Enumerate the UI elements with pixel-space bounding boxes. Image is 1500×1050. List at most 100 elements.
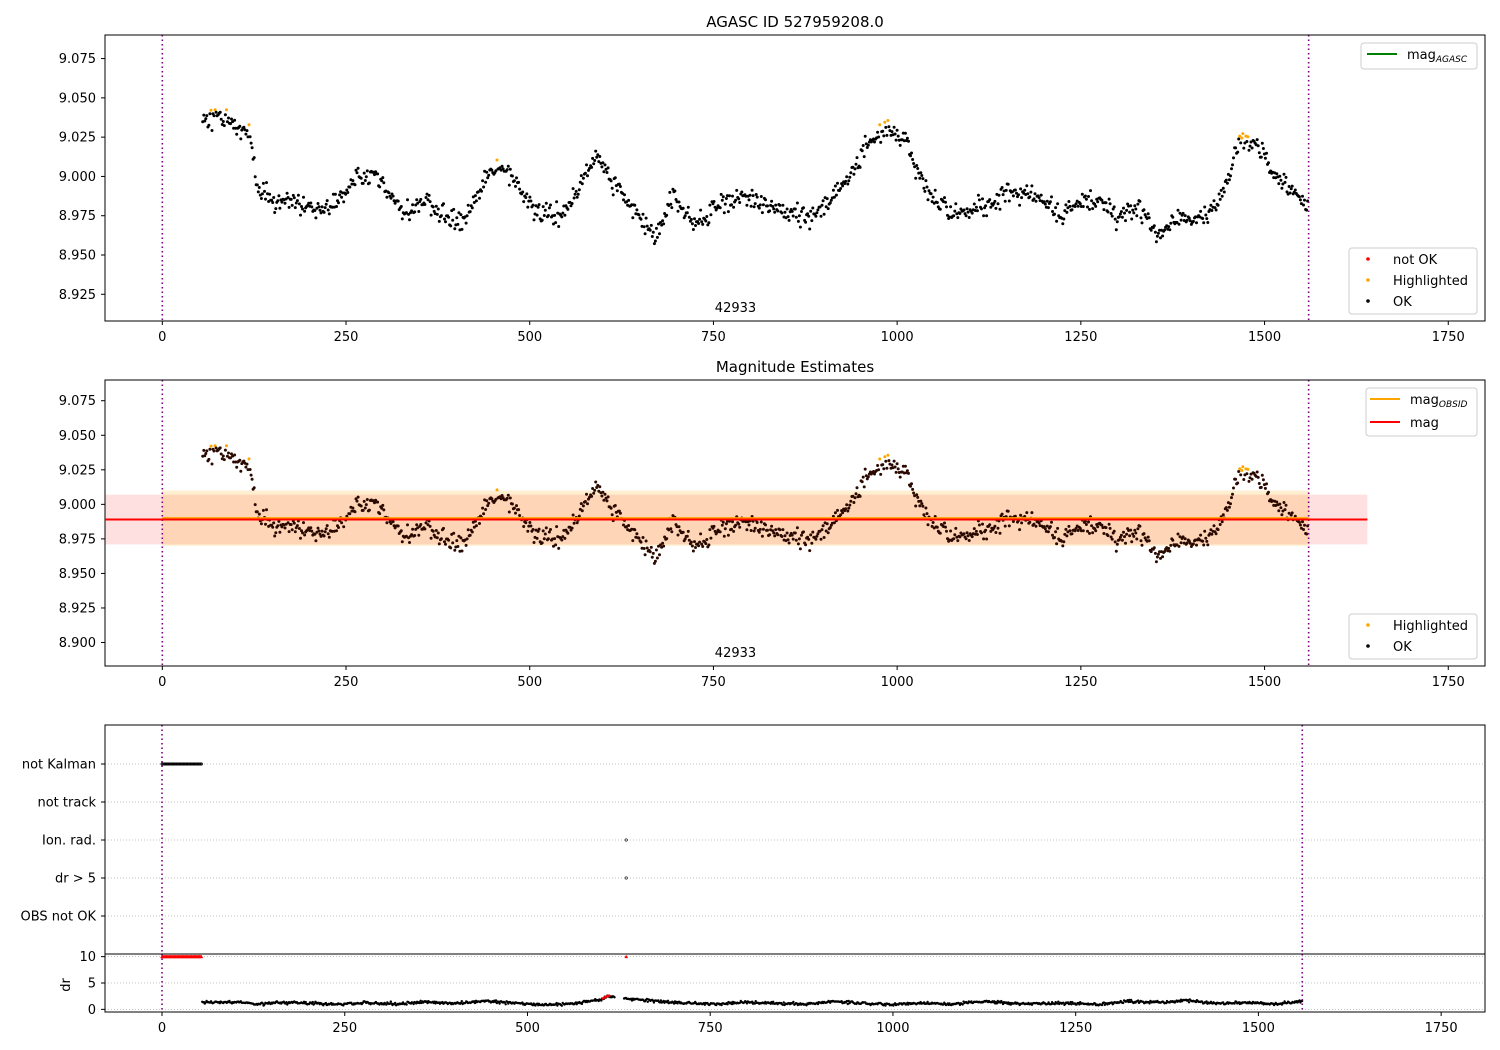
- ok-point: [1147, 539, 1151, 543]
- ok-point: [1140, 221, 1144, 225]
- ok-point: [472, 201, 476, 204]
- ok-point: [323, 530, 327, 534]
- dr-point: [772, 1000, 775, 1003]
- ok-point: [510, 502, 514, 506]
- ok-point: [1201, 539, 1205, 543]
- ok-point: [367, 181, 371, 185]
- ok-point: [884, 459, 888, 463]
- ok-point: [603, 492, 607, 496]
- ok-point: [1083, 194, 1087, 198]
- ok-point: [1256, 475, 1260, 479]
- ok-point: [847, 179, 851, 183]
- ok-point: [998, 531, 1002, 535]
- ok-point: [938, 531, 942, 535]
- ok-point: [381, 176, 385, 180]
- ok-point: [222, 124, 226, 128]
- ok-point: [555, 525, 559, 529]
- ok-point: [230, 117, 233, 121]
- ok-point: [396, 524, 400, 528]
- ok-point: [816, 208, 820, 212]
- ok-point: [639, 540, 643, 544]
- ok-point: [946, 213, 949, 217]
- ok-point: [1236, 481, 1240, 485]
- ok-point: [1199, 533, 1203, 537]
- ok-point: [342, 200, 346, 204]
- ok-point: [1046, 530, 1050, 534]
- ok-point: [309, 201, 313, 205]
- ok-point: [645, 224, 649, 228]
- ok-point: [1143, 213, 1147, 217]
- ok-point: [1020, 196, 1024, 200]
- ok-point: [1073, 205, 1077, 208]
- ok-point: [583, 500, 587, 503]
- ok-point: [776, 209, 780, 213]
- ok-point: [524, 521, 528, 525]
- y-tick-label: 9.000: [59, 498, 96, 513]
- ok-point: [290, 528, 294, 532]
- ok-point: [319, 211, 323, 215]
- ok-point: [749, 204, 753, 208]
- ok-point: [268, 192, 272, 196]
- ok-point: [535, 536, 539, 540]
- ok-point: [930, 524, 934, 528]
- ok-point: [225, 454, 229, 458]
- ok-point: [283, 201, 287, 205]
- ok-point: [465, 537, 469, 541]
- ok-point: [522, 200, 526, 204]
- ok-point: [1220, 520, 1224, 524]
- ok-point: [1109, 212, 1113, 215]
- ok-point: [907, 139, 910, 143]
- ok-point: [1043, 527, 1047, 531]
- ok-point: [245, 462, 249, 466]
- ok-point: [1287, 511, 1291, 515]
- ok-point: [665, 537, 669, 541]
- ok-point: [1155, 555, 1159, 559]
- ok-point: [318, 208, 322, 212]
- ok-point: [808, 227, 812, 231]
- highlighted-point: [878, 123, 882, 127]
- ok-point: [783, 534, 787, 538]
- ok-point: [698, 217, 702, 221]
- dr-point: [745, 1002, 749, 1005]
- ok-point: [1081, 529, 1085, 533]
- ok-point: [1084, 523, 1088, 526]
- ok-point: [1231, 163, 1234, 167]
- ok-point: [1028, 195, 1032, 199]
- ok-point: [1117, 538, 1121, 542]
- y-tick-label: 8.900: [59, 636, 96, 651]
- ok-point: [800, 210, 803, 213]
- ok-point: [848, 503, 852, 507]
- ok-point: [1159, 556, 1162, 560]
- ok-point: [631, 539, 635, 543]
- highlighted-point: [209, 108, 213, 112]
- ok-point: [549, 528, 552, 531]
- ok-point: [921, 177, 925, 181]
- ok-point: [882, 467, 886, 471]
- ok-point: [1280, 186, 1284, 190]
- ok-point: [1113, 540, 1117, 544]
- ok-point: [718, 530, 722, 534]
- dr-point: [1100, 1003, 1104, 1007]
- ok-point: [924, 506, 928, 510]
- ok-point: [661, 541, 665, 545]
- ok-point: [417, 533, 421, 537]
- ok-point: [1056, 526, 1060, 530]
- ok-point: [820, 203, 824, 207]
- ok-point: [1088, 207, 1091, 211]
- ok-point: [547, 206, 551, 210]
- ok-point: [208, 112, 212, 116]
- plot-area: [104, 34, 1486, 322]
- ok-point: [1015, 191, 1018, 195]
- ok-point: [1096, 525, 1100, 529]
- y-tick-label: 8.925: [59, 601, 96, 616]
- highlighted-point: [224, 108, 228, 112]
- dr-point: [847, 999, 850, 1003]
- ok-point: [361, 181, 365, 185]
- ok-point: [649, 545, 653, 549]
- ok-point: [887, 459, 891, 463]
- ok-point: [1293, 188, 1297, 192]
- ok-point: [877, 135, 881, 139]
- ok-point: [1011, 520, 1015, 523]
- ok-point: [570, 202, 574, 205]
- ok-point: [796, 219, 800, 223]
